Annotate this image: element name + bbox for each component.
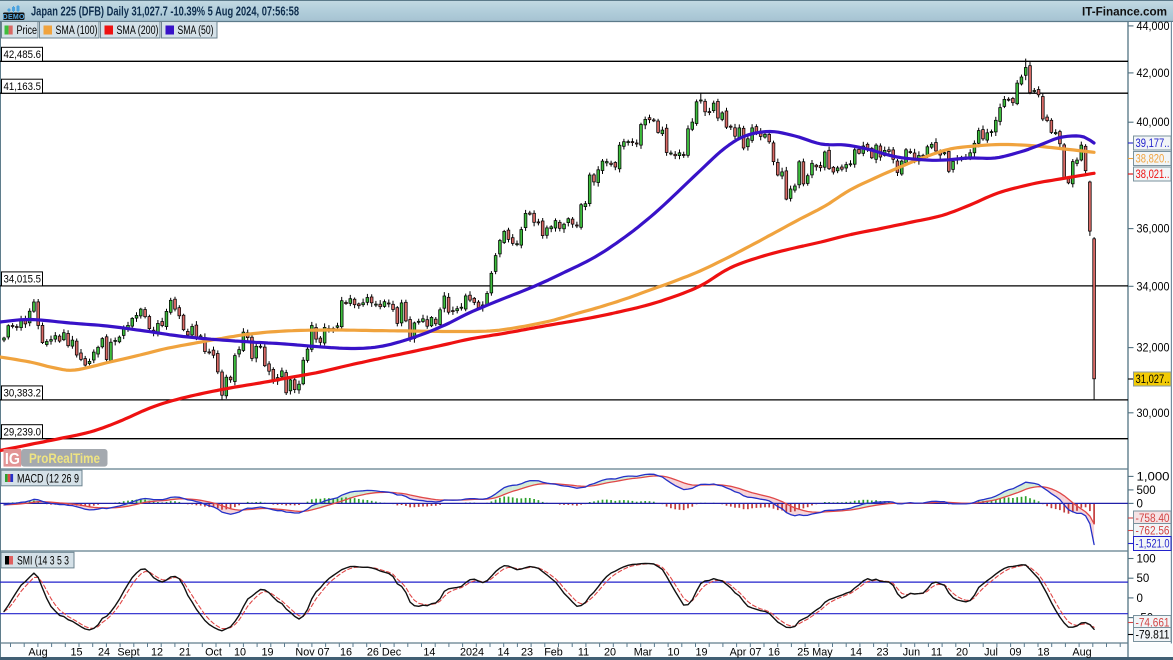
- svg-text:-74.661: -74.661: [1136, 618, 1170, 630]
- svg-text:14: 14: [850, 647, 862, 659]
- svg-text:16: 16: [340, 647, 352, 659]
- svg-text:-1,521.0: -1,521.0: [1136, 539, 1170, 551]
- svg-text:41,163.5: 41,163.5: [4, 81, 42, 93]
- svg-text:21: 21: [179, 647, 191, 659]
- svg-text:30,000: 30,000: [1137, 408, 1170, 420]
- svg-text:11: 11: [578, 647, 589, 659]
- svg-text:42,485.6: 42,485.6: [4, 49, 42, 61]
- svg-text:18: 18: [1037, 647, 1049, 659]
- svg-text:DEMO: DEMO: [3, 14, 25, 21]
- svg-text:-79.811: -79.811: [1136, 630, 1170, 642]
- svg-text:23: 23: [521, 647, 533, 659]
- svg-text:14: 14: [497, 647, 509, 659]
- svg-text:10: 10: [234, 647, 246, 659]
- svg-text:SMA (200): SMA (200): [117, 25, 159, 37]
- svg-text:0: 0: [1137, 593, 1143, 605]
- svg-text:11: 11: [931, 647, 942, 659]
- svg-text:29,239.0: 29,239.0: [4, 427, 42, 439]
- svg-text:Oct: Oct: [205, 647, 222, 659]
- svg-text:15: 15: [70, 647, 82, 659]
- svg-text:SMA (100): SMA (100): [56, 25, 98, 37]
- svg-text:Japan 225 (DFB) Daily 31,027.7: Japan 225 (DFB) Daily 31,027.7 -10.39% 5…: [31, 5, 299, 19]
- svg-text:42,000: 42,000: [1137, 68, 1170, 80]
- svg-text:500: 500: [1137, 485, 1156, 497]
- svg-text:38,820..: 38,820..: [1136, 154, 1170, 166]
- svg-text:16: 16: [768, 647, 780, 659]
- svg-text:Feb: Feb: [544, 647, 563, 659]
- svg-text:20: 20: [604, 647, 616, 659]
- svg-text:34,000: 34,000: [1137, 281, 1170, 293]
- svg-text:SMA (50): SMA (50): [178, 25, 214, 37]
- svg-text:39,177..: 39,177..: [1136, 138, 1170, 150]
- svg-text:31,027..: 31,027..: [1136, 374, 1170, 386]
- svg-text:09: 09: [1009, 647, 1021, 659]
- svg-text:23: 23: [876, 647, 888, 659]
- svg-text:26 Dec: 26 Dec: [367, 647, 402, 659]
- svg-text:19: 19: [695, 647, 707, 659]
- svg-text:20: 20: [956, 647, 968, 659]
- svg-text:IT-Finance.com: IT-Finance.com: [1082, 5, 1167, 19]
- svg-text:Nov 07: Nov 07: [295, 647, 329, 659]
- svg-text:50: 50: [1137, 573, 1150, 585]
- svg-text:25 May: 25 May: [797, 647, 833, 659]
- svg-text:-762.56: -762.56: [1136, 526, 1170, 538]
- svg-text:Jun: Jun: [903, 647, 920, 659]
- svg-text:40,000: 40,000: [1137, 117, 1170, 129]
- svg-text:30,383.2: 30,383.2: [4, 388, 42, 400]
- svg-text:Aug: Aug: [1072, 647, 1091, 659]
- svg-text:38,021..: 38,021..: [1136, 169, 1170, 181]
- svg-text:1,000: 1,000: [1137, 471, 1170, 483]
- svg-text:12: 12: [151, 647, 163, 659]
- svg-text:34,015.5: 34,015.5: [4, 274, 42, 286]
- svg-text:0: 0: [1137, 498, 1143, 510]
- svg-text:MACD (12 26 9: MACD (12 26 9: [17, 474, 79, 486]
- svg-text:Mar: Mar: [634, 647, 653, 659]
- svg-text:10: 10: [667, 647, 679, 659]
- svg-text:Jul: Jul: [984, 647, 998, 659]
- svg-text:100: 100: [1137, 554, 1156, 566]
- svg-text:IG: IG: [5, 451, 20, 468]
- svg-text:ProRealTime: ProRealTime: [29, 451, 100, 466]
- svg-text:44,000: 44,000: [1137, 21, 1170, 33]
- svg-text:Price: Price: [17, 25, 38, 37]
- svg-text:14: 14: [423, 647, 435, 659]
- svg-text:2024: 2024: [460, 647, 484, 659]
- svg-text:32,000: 32,000: [1137, 343, 1170, 355]
- svg-text:Sept: Sept: [117, 647, 139, 659]
- svg-text:19: 19: [261, 647, 273, 659]
- svg-text:24: 24: [98, 647, 110, 659]
- svg-text:36,000: 36,000: [1137, 224, 1170, 236]
- svg-text:SMI (14 3 5 3: SMI (14 3 5 3: [17, 556, 69, 568]
- svg-text:-758.40: -758.40: [1136, 513, 1170, 525]
- svg-text:Aug: Aug: [28, 647, 47, 659]
- svg-text:Apr 07: Apr 07: [730, 647, 762, 659]
